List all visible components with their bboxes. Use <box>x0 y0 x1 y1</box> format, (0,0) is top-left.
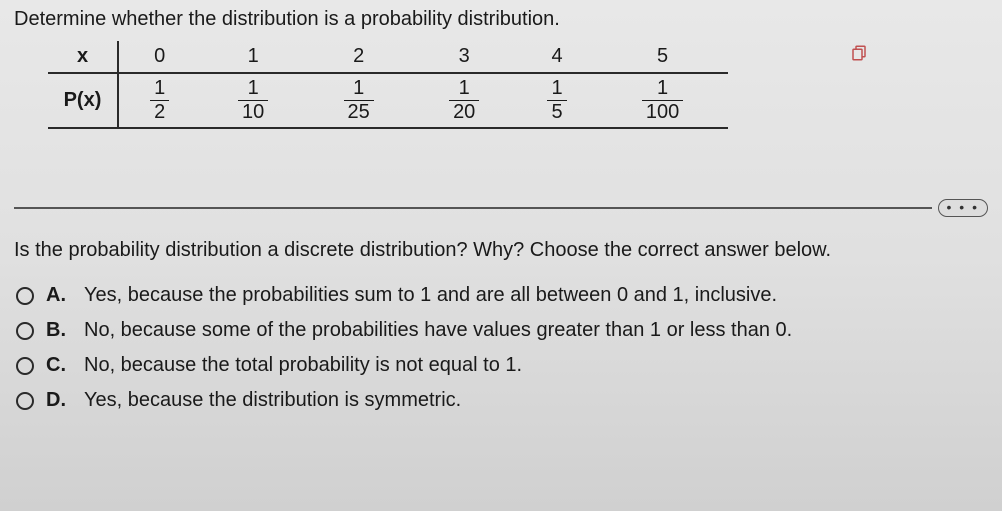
answer-letter: B. <box>46 319 72 342</box>
answer-option-c[interactable]: C. No, because the total probability is … <box>16 354 988 377</box>
answer-list: A. Yes, because the probabilities sum to… <box>14 284 988 412</box>
x-cell: 4 <box>517 41 597 73</box>
fraction: 1100 <box>642 78 683 123</box>
answer-text: Yes, because the distribution is symmetr… <box>84 389 461 412</box>
p-row-header: P(x) <box>48 73 118 128</box>
answer-option-b[interactable]: B. No, because some of the probabilities… <box>16 319 988 342</box>
answer-letter: A. <box>46 284 72 307</box>
separator-row: • • • <box>14 199 988 217</box>
distribution-table: x 0 1 2 3 4 5 P(x) 12 110 125 120 15 110… <box>48 41 728 129</box>
p-row: P(x) 12 110 125 120 15 1100 <box>48 73 728 128</box>
p-cell: 125 <box>306 73 412 128</box>
fraction: 125 <box>344 78 374 123</box>
answer-text: No, because the total probability is not… <box>84 354 522 377</box>
p-cell: 110 <box>200 73 306 128</box>
answer-text: No, because some of the probabilities ha… <box>84 319 792 342</box>
x-cell: 2 <box>306 41 412 73</box>
p-cell: 15 <box>517 73 597 128</box>
radio-icon <box>16 392 34 410</box>
fraction: 120 <box>449 78 479 123</box>
x-row-header: x <box>48 41 118 73</box>
answer-option-a[interactable]: A. Yes, because the probabilities sum to… <box>16 284 988 307</box>
separator-line <box>14 207 932 209</box>
distribution-table-wrap: x 0 1 2 3 4 5 P(x) 12 110 125 120 15 110… <box>14 41 988 129</box>
copy-icon[interactable] <box>850 44 868 62</box>
radio-icon <box>16 357 34 375</box>
p-cell: 1100 <box>597 73 728 128</box>
fraction: 110 <box>238 78 268 123</box>
x-row: x 0 1 2 3 4 5 <box>48 41 728 73</box>
fraction: 15 <box>547 78 566 123</box>
sub-question: Is the probability distribution a discre… <box>14 239 988 262</box>
radio-icon <box>16 322 34 340</box>
x-cell: 0 <box>118 41 200 73</box>
answer-text: Yes, because the probabilities sum to 1 … <box>84 284 777 307</box>
fraction: 12 <box>150 78 169 123</box>
answer-letter: D. <box>46 389 72 412</box>
more-button[interactable]: • • • <box>938 199 988 217</box>
p-cell: 12 <box>118 73 200 128</box>
answer-letter: C. <box>46 354 72 377</box>
x-cell: 5 <box>597 41 728 73</box>
question-prompt: Determine whether the distribution is a … <box>14 8 988 31</box>
x-cell: 1 <box>200 41 306 73</box>
x-cell: 3 <box>411 41 517 73</box>
p-cell: 120 <box>411 73 517 128</box>
answer-option-d[interactable]: D. Yes, because the distribution is symm… <box>16 389 988 412</box>
radio-icon <box>16 287 34 305</box>
